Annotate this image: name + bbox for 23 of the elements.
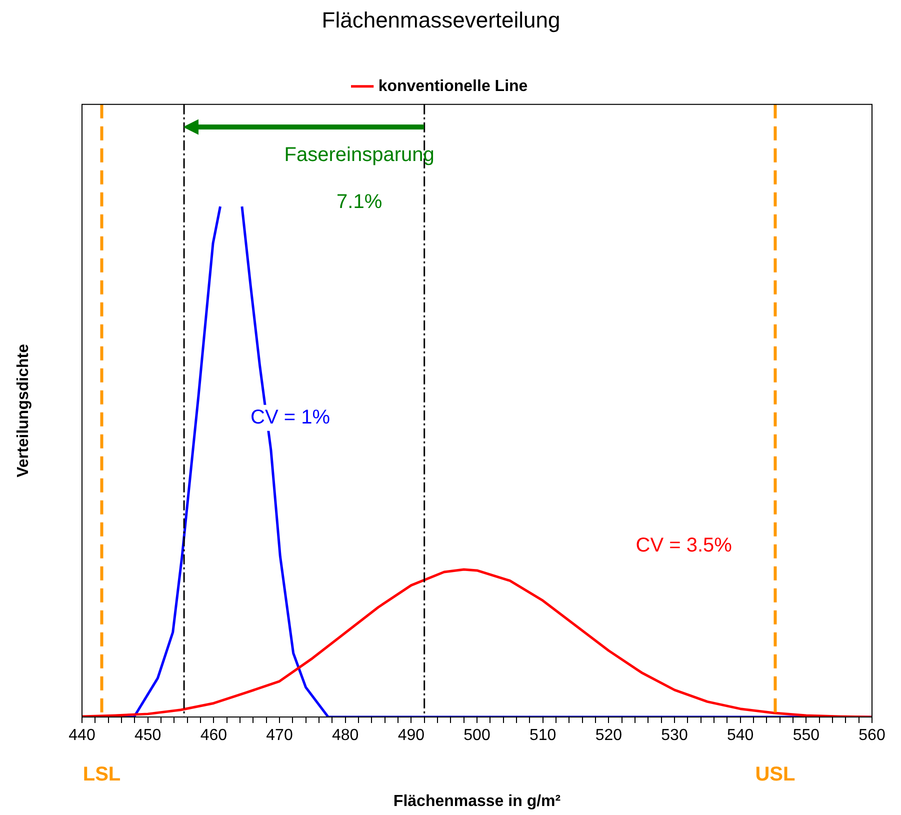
annotation: CV = 3.5% <box>636 534 732 556</box>
x-tick-label: 560 <box>858 727 886 744</box>
chart-title: Flächenmasseverteilung <box>322 7 560 32</box>
x-tick-label: 460 <box>200 727 228 744</box>
legend-label: konventionelle Line <box>378 78 528 95</box>
x-tick-label: 540 <box>726 727 754 744</box>
x-tick-label: 480 <box>332 727 359 744</box>
x-tick-label: 490 <box>398 727 425 744</box>
x-tick-label: 470 <box>266 727 293 744</box>
annotation: CV = 1% <box>250 406 330 428</box>
annotation: 7.1% <box>336 190 382 213</box>
x-tick-label: 520 <box>595 727 622 744</box>
x-tick-label: 530 <box>661 727 688 744</box>
y-axis-title: Verteilungsdichte <box>15 344 32 478</box>
x-tick-label: 510 <box>529 727 556 744</box>
ref-line-label: LSL <box>82 764 121 786</box>
text: Fasereinsparung <box>284 144 434 166</box>
x-tick-label: 500 <box>464 727 490 744</box>
x-tick-label: 550 <box>792 727 820 744</box>
x-axis-title: Flächenmasse in g/m² <box>393 792 561 810</box>
x-tick-label: 450 <box>134 727 162 744</box>
ref-line-label: USL <box>755 764 796 786</box>
x-tick-label: 440 <box>68 727 96 744</box>
